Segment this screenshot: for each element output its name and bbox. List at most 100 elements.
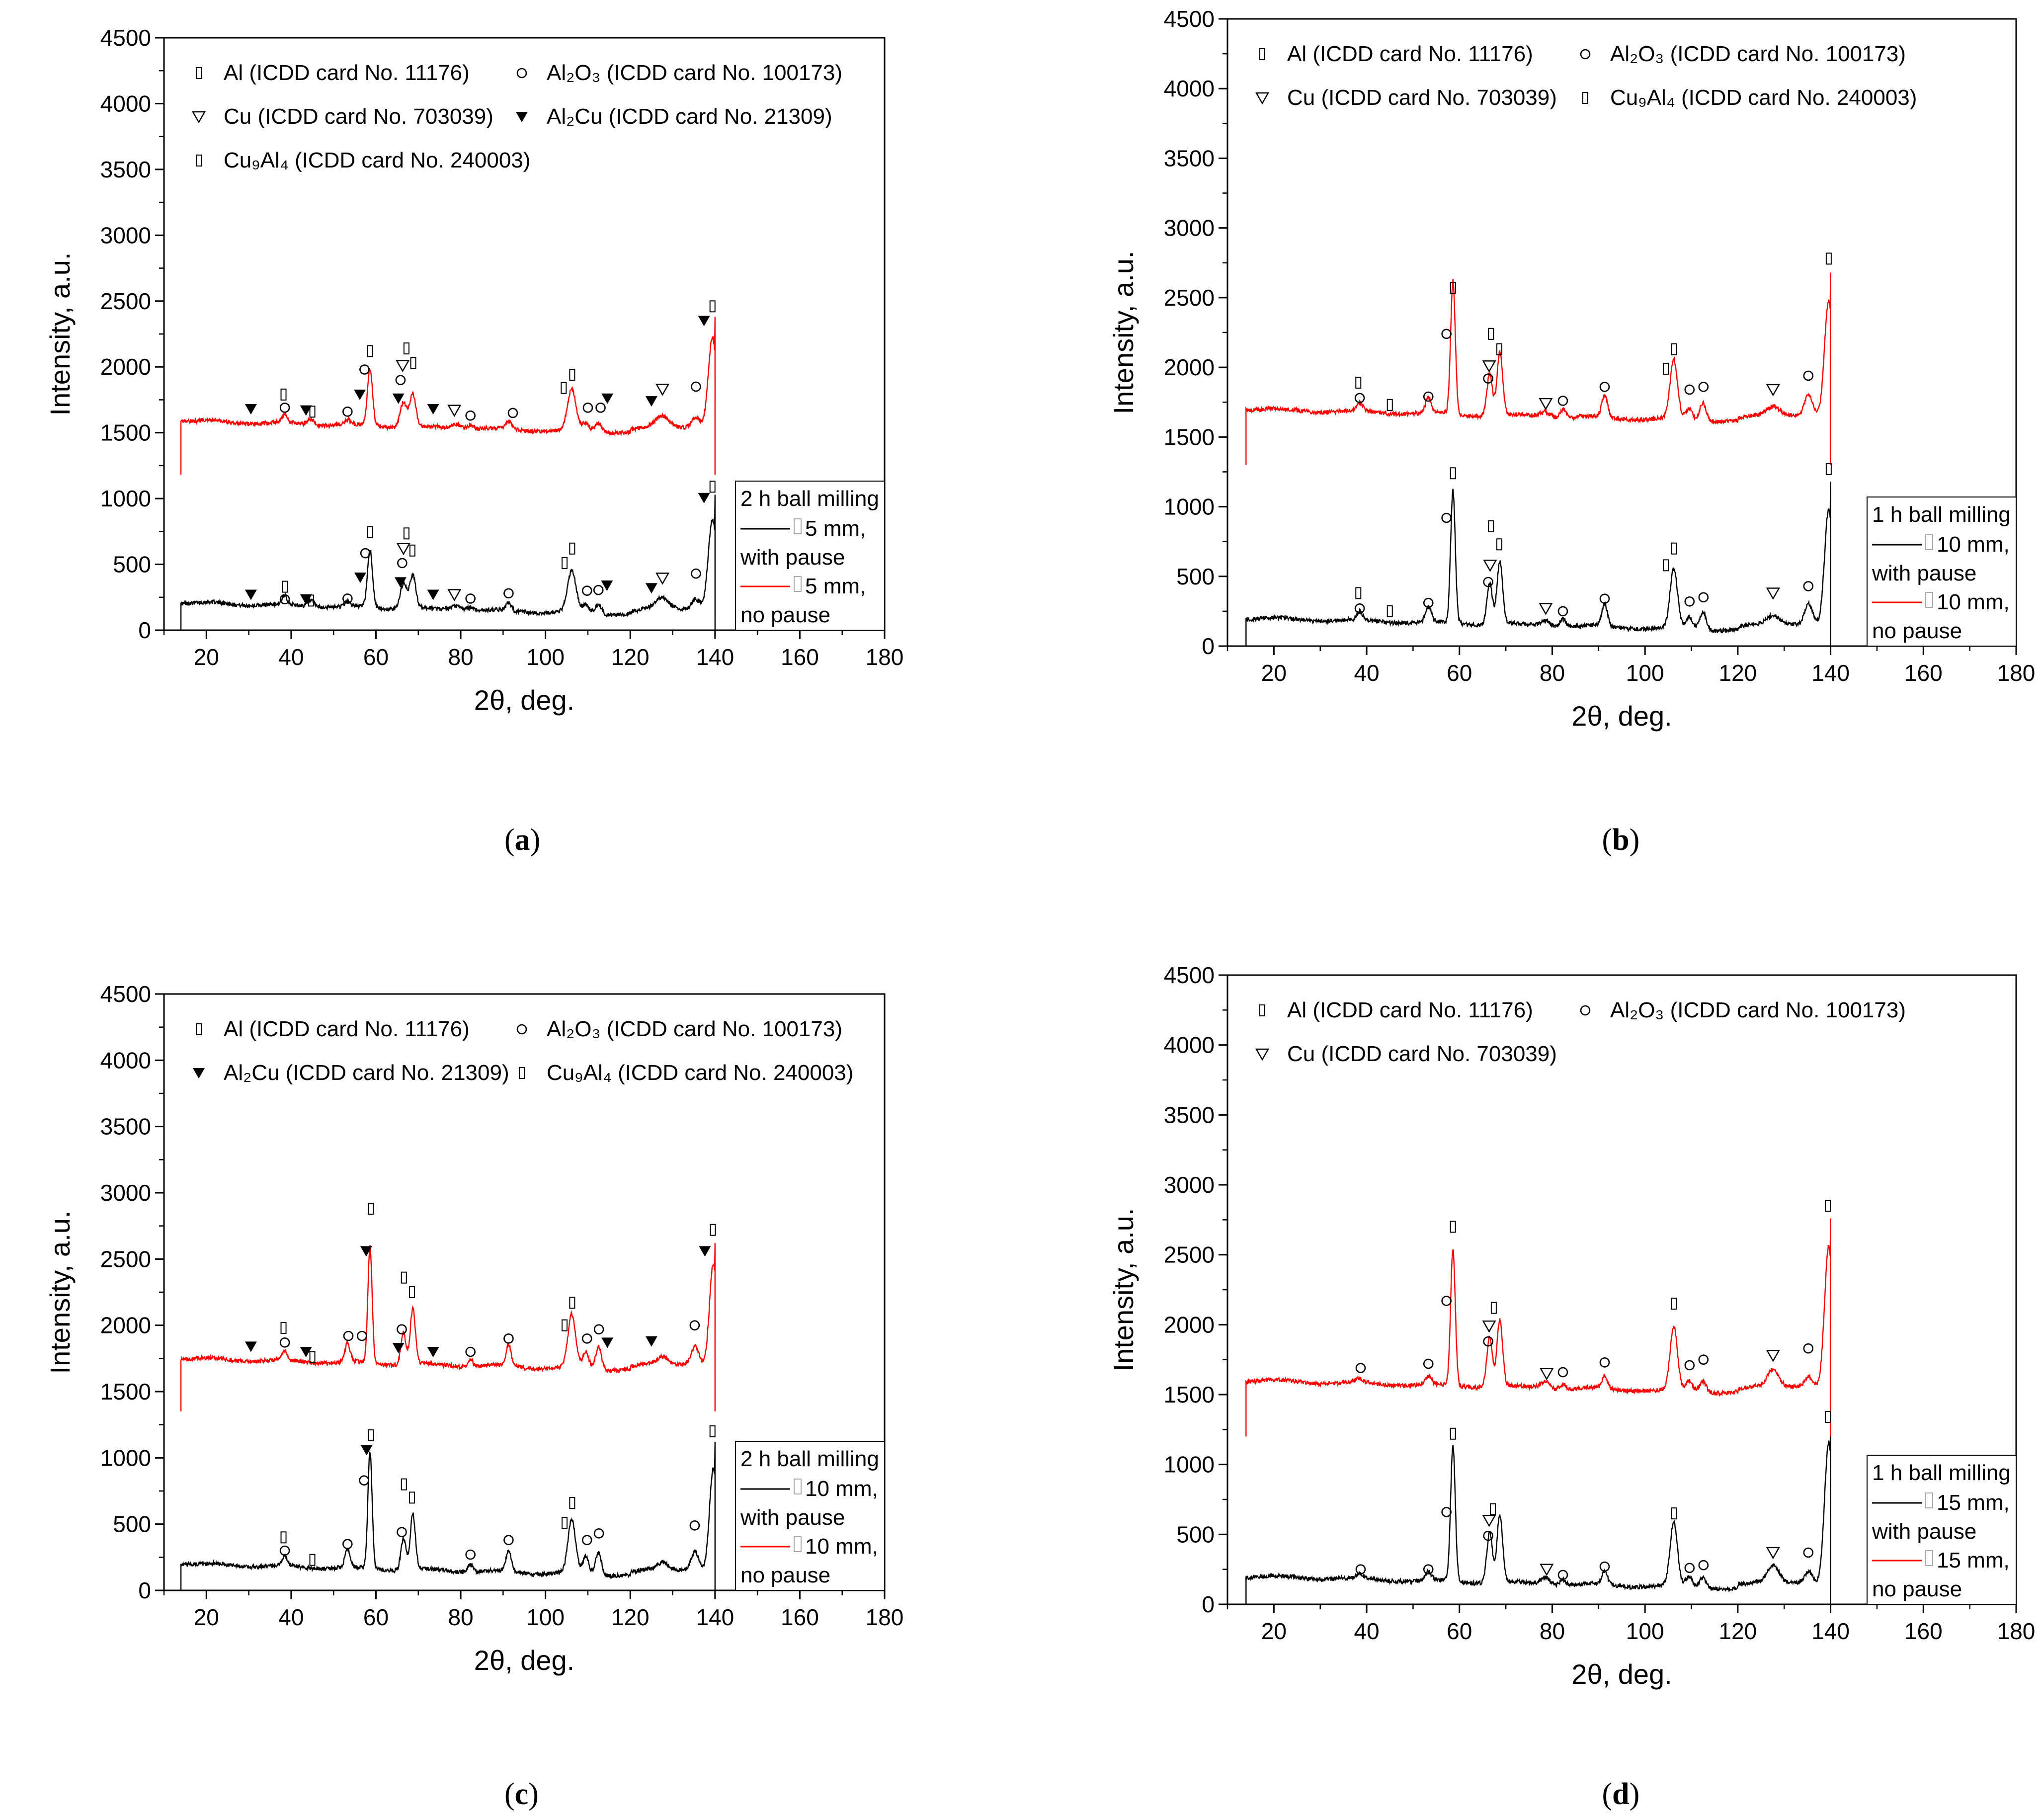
legend-marker — [1580, 49, 1591, 60]
y-tick-label: 500 — [113, 552, 151, 578]
diameter-glyph — [1925, 592, 1933, 608]
phase-marker — [465, 1549, 476, 1560]
series-legend-label: with pause — [1872, 1519, 1976, 1544]
x-tick-label: 80 — [448, 644, 473, 670]
legend-marker — [1255, 92, 1270, 105]
legend-entry: Al₂O₃ (ICDD card No. 100173) — [1610, 998, 1906, 1022]
y-tick-label: 1000 — [100, 486, 151, 511]
legend-entry: Al₂O₃ (ICDD card No. 100173) — [547, 61, 842, 85]
phase-marker — [1482, 1514, 1496, 1527]
phase-marker — [691, 568, 701, 579]
phase-marker — [359, 364, 370, 375]
phase-marker — [1441, 512, 1452, 523]
x-axis-title: 2θ, deg. — [1571, 1658, 1672, 1690]
y-tick-label: 4000 — [1164, 76, 1215, 101]
phase-marker — [394, 577, 407, 588]
phase-marker — [1824, 1411, 1831, 1423]
series-legend-box — [1867, 1455, 2017, 1605]
phase-marker — [1496, 343, 1503, 355]
phase-marker — [1671, 343, 1677, 355]
legend-entry: Cu₉Al₄ (ICDD card No. 240003) — [224, 148, 530, 172]
x-axis-title: 2θ, deg. — [474, 1645, 574, 1676]
legend-marker — [516, 68, 527, 79]
legend-marker — [516, 1024, 527, 1035]
series-legend-label: 10 mm, — [1937, 590, 2010, 614]
phase-marker — [309, 406, 316, 418]
x-tick-label: 180 — [1997, 1618, 2036, 1644]
phase-marker — [300, 1347, 312, 1357]
series-line — [1245, 482, 1831, 647]
series-legend-box — [1867, 496, 2017, 647]
phase-marker — [689, 1520, 700, 1531]
phase-marker — [581, 1535, 592, 1545]
phase-marker — [1599, 1561, 1610, 1572]
y-axis-title: Intensity, a.u. — [1108, 251, 1139, 414]
legend-marker — [196, 67, 202, 79]
series-legend-label: 10 mm, — [1937, 532, 2010, 557]
panel-label: (b) — [1602, 823, 1640, 857]
phase-marker — [408, 1286, 415, 1298]
x-tick-label: 80 — [1540, 1618, 1565, 1644]
phase-marker — [1557, 396, 1568, 406]
phase-marker — [354, 573, 366, 583]
phase-marker — [1766, 1350, 1780, 1362]
x-axis-title: 2θ, deg. — [474, 684, 574, 716]
phase-marker — [447, 589, 462, 601]
phase-marker — [1483, 560, 1497, 572]
panel-c: 20 40 60 80 100 120 140 160 180 0 500 1000 1500 2000 2… — [44, 981, 903, 1811]
phase-marker — [427, 1347, 439, 1357]
phase-marker — [1766, 384, 1780, 397]
phase-marker — [401, 1478, 407, 1490]
phase-marker — [245, 404, 257, 414]
phase-marker — [408, 1491, 415, 1504]
legend-entry: Cu₉Al₄ (ICDD card No. 240003) — [547, 1061, 853, 1085]
phase-marker — [1450, 467, 1456, 480]
phase-marker — [1355, 1363, 1366, 1373]
legend-entry: Al (ICDD card No. 11176) — [1287, 998, 1533, 1022]
series-legend-title: 1 h ball milling — [1872, 1461, 2011, 1485]
phase-marker — [1489, 1503, 1496, 1515]
series-legend-label: no pause — [1872, 1577, 1962, 1601]
phase-marker — [1766, 1547, 1780, 1560]
y-tick-label: 1000 — [1164, 494, 1215, 520]
y-axis-title: Intensity, a.u. — [44, 252, 76, 416]
x-tick-label: 20 — [194, 1604, 219, 1630]
x-tick-label: 140 — [1811, 1618, 1850, 1644]
phase-marker — [569, 369, 575, 381]
y-tick-label: 1500 — [100, 420, 151, 446]
phase-marker — [1441, 1296, 1452, 1306]
phase-marker — [1825, 463, 1832, 475]
legend-entry: Al₂O₃ (ICDD card No. 100173) — [547, 1017, 842, 1041]
phase-marker — [280, 1531, 287, 1544]
legend-entry: Al₂Cu (ICDD card No. 21309) — [224, 1061, 509, 1085]
y-tick-label: 3500 — [1164, 145, 1215, 171]
phase-marker — [1599, 593, 1610, 604]
x-tick-label: 160 — [1904, 660, 1943, 686]
phase-marker — [1698, 1560, 1709, 1571]
phase-marker — [403, 342, 409, 355]
diameter-glyph — [794, 518, 802, 534]
series-line — [180, 317, 716, 475]
y-tick-label: 2500 — [100, 288, 151, 314]
legend-marker — [191, 111, 206, 124]
phase-marker — [245, 1341, 257, 1352]
y-axis-title: Intensity, a.u. — [1108, 1208, 1139, 1372]
phase-marker — [360, 1445, 373, 1456]
phase-marker — [396, 543, 410, 556]
x-tick-label: 20 — [1261, 660, 1287, 686]
phase-marker — [1450, 282, 1456, 294]
legend-marker — [196, 1023, 202, 1035]
legend-marker — [1259, 1004, 1265, 1016]
x-tick-label: 80 — [1540, 660, 1565, 686]
phase-marker — [1355, 1564, 1366, 1574]
phase-marker — [1663, 362, 1669, 375]
phase-marker — [342, 1539, 353, 1549]
panel-b: 20 40 60 80 100 120 140 160 180 0 500 1000 1500 2000 2… — [1108, 6, 2035, 857]
x-tick-label: 160 — [1904, 1618, 1943, 1644]
y-tick-label: 2000 — [100, 1313, 151, 1338]
phase-marker — [1483, 577, 1493, 587]
phase-marker — [561, 382, 567, 394]
phase-marker — [367, 345, 373, 357]
y-tick-label: 3500 — [100, 157, 151, 182]
y-tick-label: 3000 — [1164, 215, 1215, 241]
